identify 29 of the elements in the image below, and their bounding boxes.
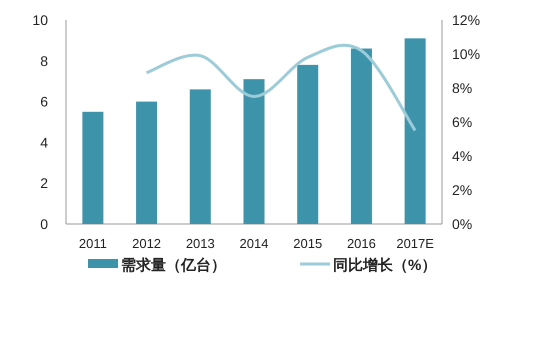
- x-tick-label: 2015: [293, 236, 322, 251]
- bar: [350, 48, 372, 224]
- y-tick-label: 10: [32, 12, 48, 28]
- y2-tick-label: 8%: [452, 80, 472, 96]
- y2-tick-label: 10%: [452, 46, 480, 62]
- legend-label: 同比增长（%）: [333, 257, 436, 274]
- x-tick-label: 2017E: [396, 236, 434, 251]
- legend-label: 需求量（亿台）: [121, 257, 226, 274]
- y2-tick-label: 0%: [452, 216, 472, 232]
- bar: [244, 79, 264, 224]
- y2-tick-label: 4%: [452, 148, 472, 164]
- bar: [297, 64, 318, 224]
- y-tick-label: 0: [40, 216, 48, 232]
- bar: [404, 38, 426, 224]
- x-tick-label: 2013: [186, 236, 215, 251]
- y2-tick-label: 12%: [452, 12, 480, 28]
- y-tick-label: 8: [40, 52, 48, 69]
- y-tick-label: 6: [40, 94, 48, 110]
- y-tick-label: 2: [40, 175, 48, 192]
- x-tick-label: 2011: [78, 236, 107, 251]
- y2-tick-label: 2%: [452, 182, 472, 198]
- bar: [136, 102, 158, 224]
- y-tick-label: 4: [40, 134, 48, 150]
- bar: [190, 89, 211, 224]
- bar: [82, 112, 104, 224]
- x-tick-label: 2016: [346, 236, 376, 251]
- x-tick-label: 2012: [132, 236, 162, 251]
- x-tick-label: 2014: [240, 236, 268, 251]
- y2-tick-label: 6%: [452, 114, 472, 130]
